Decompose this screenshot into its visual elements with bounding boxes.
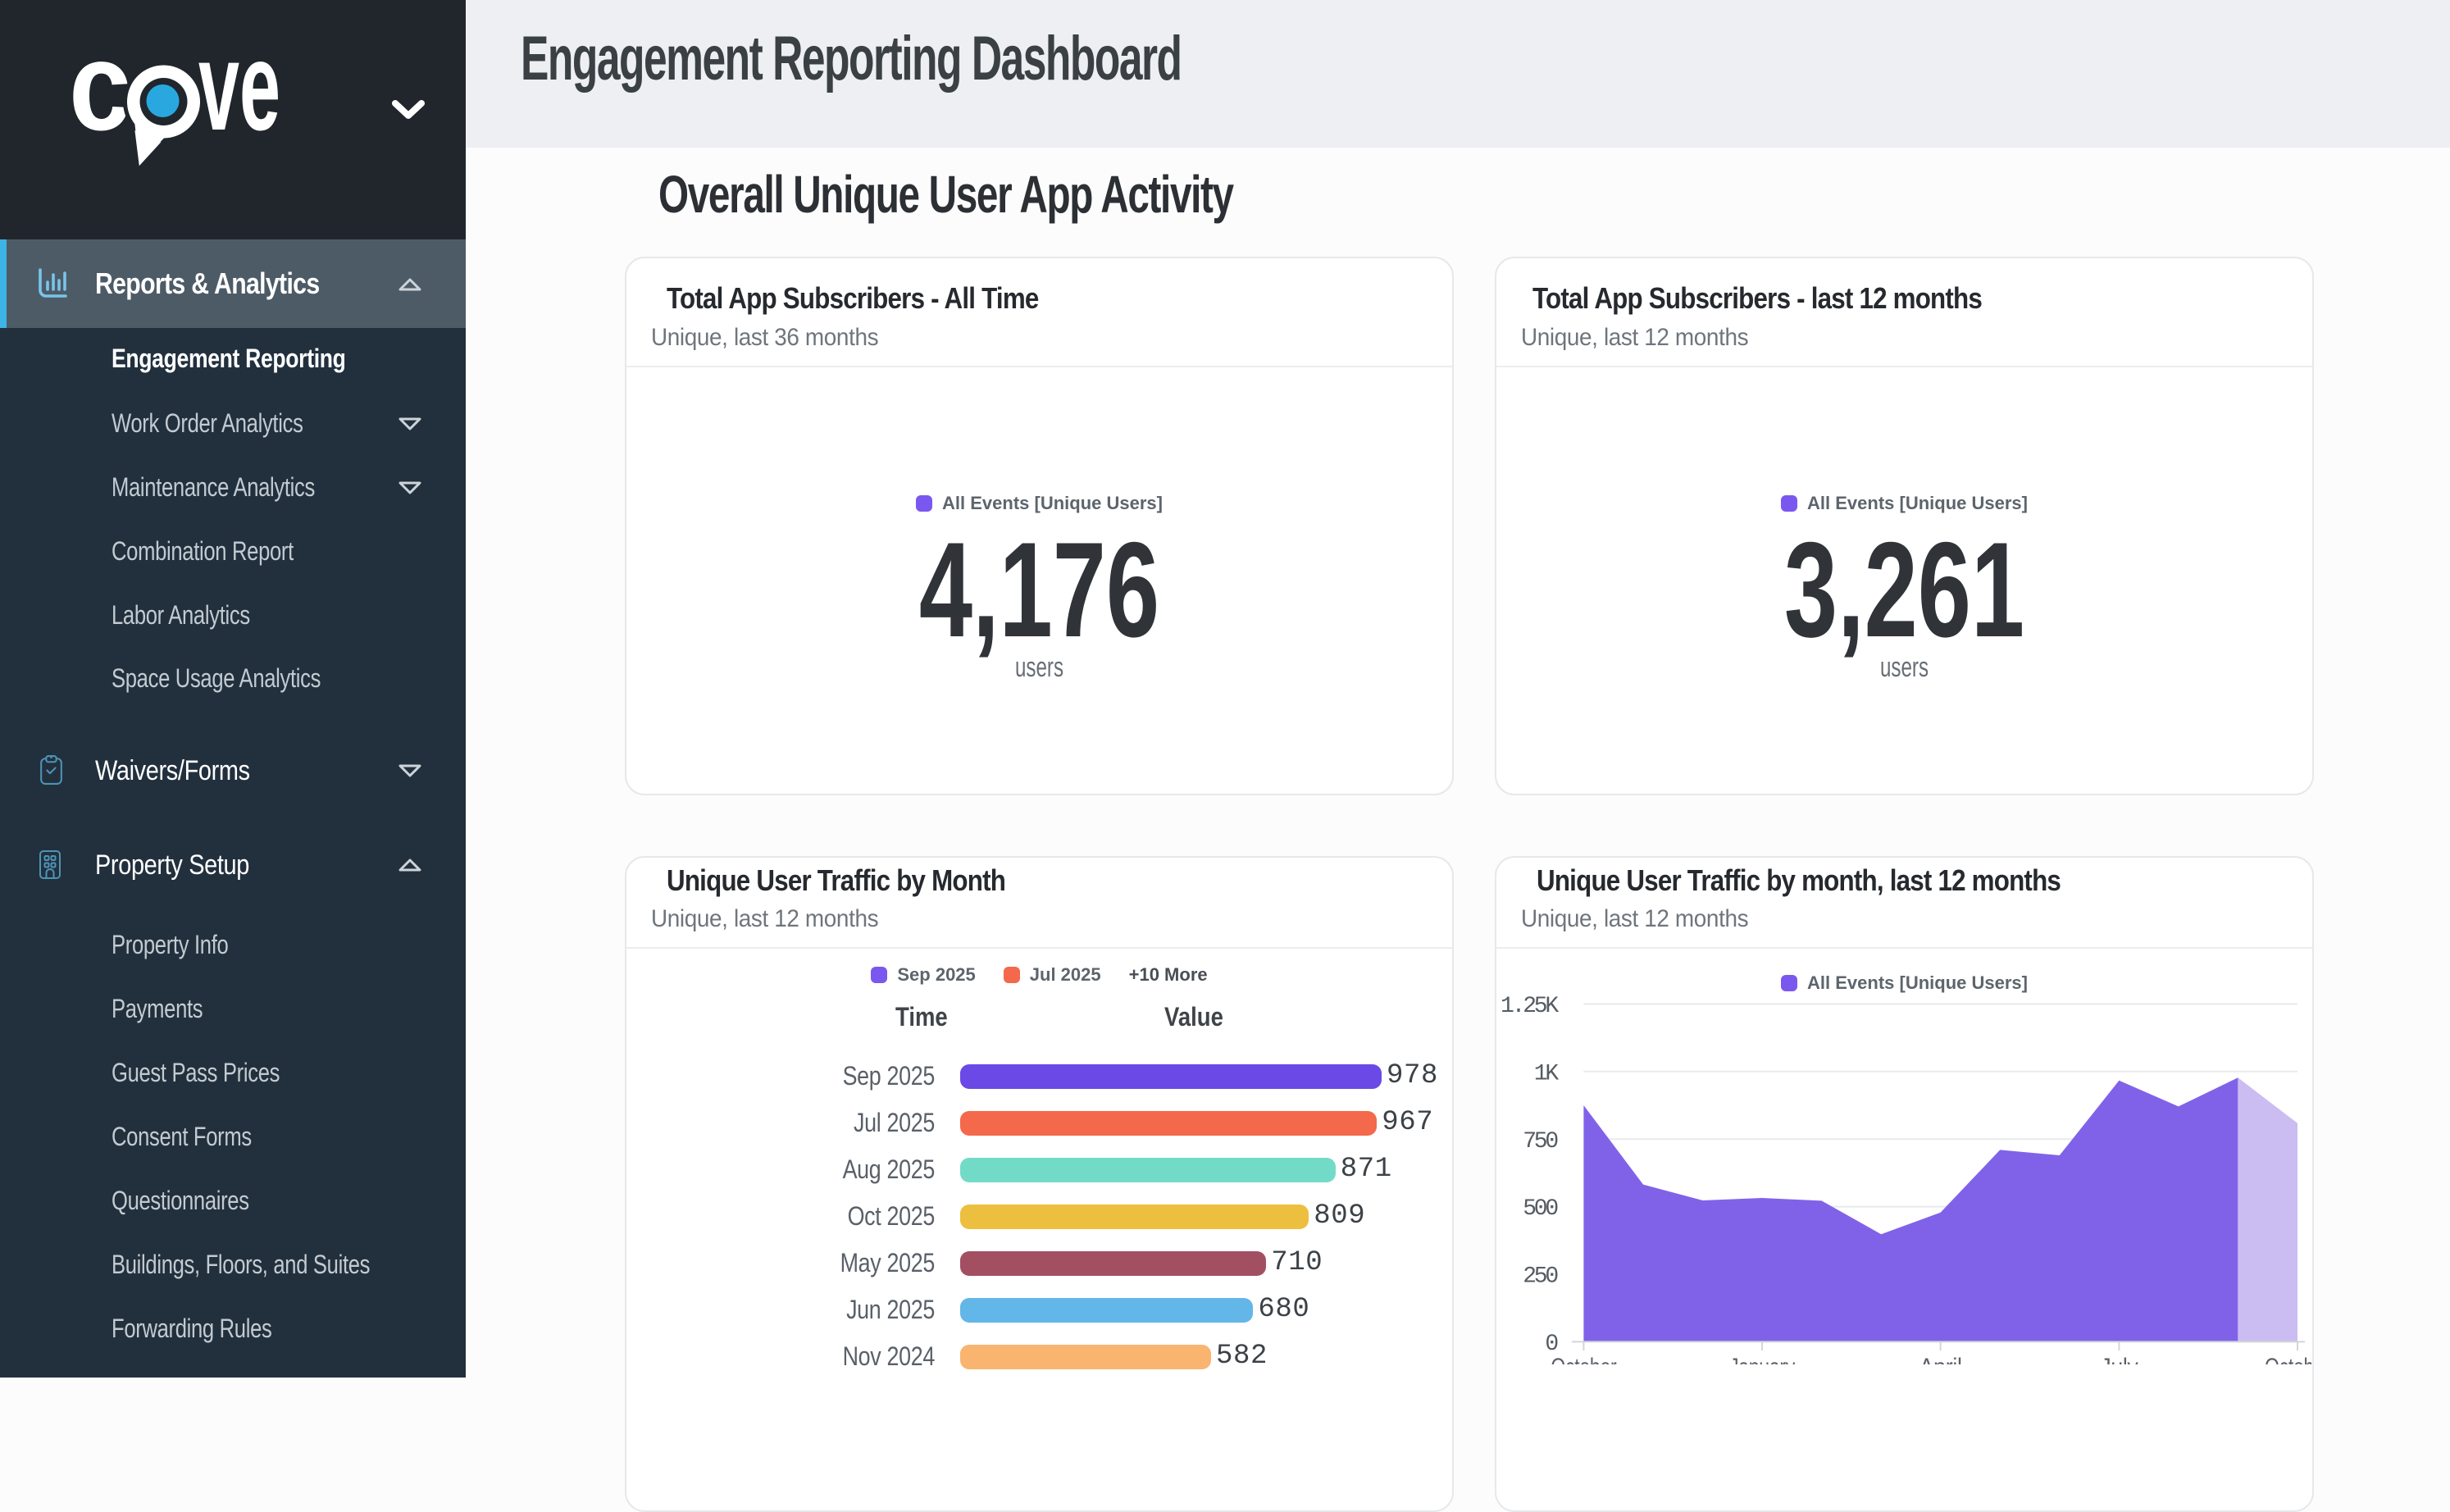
- svg-text:July: July: [2100, 1354, 2138, 1364]
- svg-text:1K: 1K: [1534, 1061, 1560, 1086]
- svg-text:ve: ve: [198, 16, 280, 157]
- svg-text:October: October: [1551, 1354, 1616, 1364]
- svg-text:c: c: [69, 16, 131, 157]
- svg-text:April: April: [1919, 1354, 1962, 1364]
- svg-text:250: 250: [1523, 1264, 1558, 1290]
- svg-text:750: 750: [1523, 1129, 1558, 1154]
- svg-text:500: 500: [1523, 1196, 1558, 1222]
- svg-text:January: January: [1729, 1354, 1795, 1364]
- svg-text:October: October: [2265, 1354, 2311, 1364]
- svg-text:1.25K: 1.25K: [1501, 994, 1559, 1019]
